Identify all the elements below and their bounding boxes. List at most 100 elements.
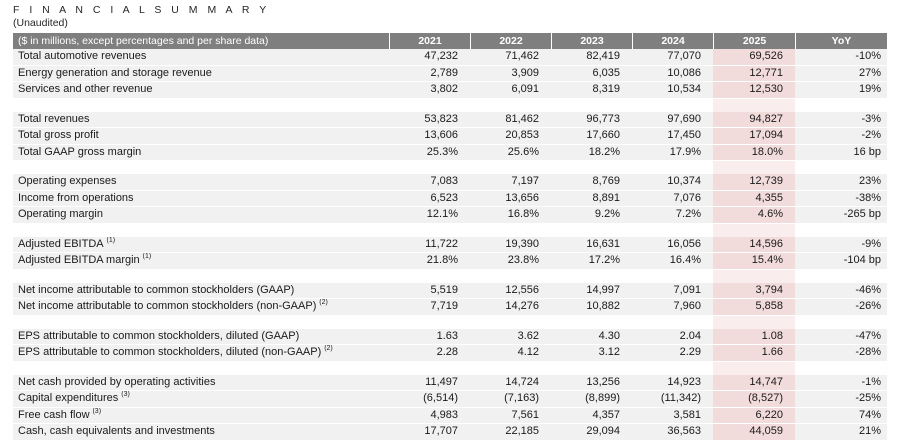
highlight-column-band [713, 98, 795, 112]
cell-2023: 8,319 [592, 83, 620, 95]
cell-2024: 2.04 [679, 329, 701, 342]
cell-2022: 20,853 [505, 129, 539, 141]
table-row: Total gross profit 13,606 20,853 17,660 17,4… [13, 128, 887, 145]
cell-2023: 4.30 [598, 329, 620, 342]
cell-2021: 4,983 [430, 408, 458, 421]
cell-2024: 10,534 [667, 83, 701, 95]
table-row: Capital expenditures (3) (6,514) (7,163) (8… [13, 391, 887, 408]
footnote-marker: (2) [322, 345, 333, 353]
cell-2023: 4,357 [592, 408, 620, 421]
cell-2025: 12,739 [713, 174, 795, 190]
cell-2022: 6,091 [511, 83, 539, 95]
cell-2021: 47,232 [424, 50, 458, 62]
table-row: EPS attributable to common stockholders,… [13, 328, 887, 345]
table-header-row: ($ in millions, except percentages and p… [13, 33, 887, 49]
row-label: Income from operations [18, 191, 134, 204]
table-row: Operating expenses 7,083 7,197 8,769 10,374 1… [13, 174, 887, 191]
section-gap [13, 315, 887, 329]
footnote-marker: (1) [140, 253, 152, 261]
cell-2023: 14,997 [586, 283, 620, 296]
cell-2025: 5,858 [713, 299, 795, 315]
cell-yoy: -265 bp [843, 208, 881, 220]
cell-2021: 6,523 [430, 191, 458, 204]
cell-2023: 29,094 [586, 425, 620, 437]
table-body: Total automotive revenues 47,232 71,462 82,… [13, 49, 887, 440]
cell-2022: 3,909 [511, 66, 539, 79]
table-row: Cash, cash equivalents and investments 17… [13, 424, 887, 440]
cell-2023: 96,773 [586, 112, 620, 125]
cell-2023: 82,419 [586, 50, 620, 62]
cell-yoy: 74% [858, 408, 881, 421]
cell-2021: 11,497 [425, 375, 458, 388]
column-header-2022: 2022 [470, 33, 551, 49]
cell-2023: 8,891 [592, 191, 620, 204]
cell-yoy: -26% [855, 300, 881, 312]
row-label: Operating margin [18, 208, 103, 220]
cell-2022: 3.62 [517, 329, 539, 342]
table-row: Adjusted EBITDA margin (1) 21.8% 23.8% 17.2… [13, 253, 887, 270]
cell-2023: 9.2% [594, 208, 620, 220]
row-label: Free cash flow (3) [18, 407, 102, 421]
cell-yoy: -3% [861, 112, 881, 125]
row-label: Total revenues [18, 112, 90, 125]
cell-2024: 36,563 [667, 425, 701, 437]
cell-2024: 10,086 [667, 66, 701, 79]
cell-2022: 25.6% [507, 145, 539, 158]
page-subtitle: (Unaudited) [13, 17, 68, 29]
table-row: Energy generation and storage revenue 2,7… [13, 65, 887, 82]
cell-2021: (6,514) [423, 392, 458, 404]
table-row: EPS attributable to common stockholders,… [13, 345, 887, 362]
cell-yoy: -104 bp [843, 254, 881, 266]
cell-2025: 69,526 [713, 49, 795, 65]
cell-2024: 10,374 [667, 175, 701, 187]
cell-2022: 71,462 [505, 50, 539, 62]
row-label: Total gross profit [18, 129, 99, 141]
section-gap [13, 269, 887, 283]
column-header-2024: 2024 [632, 33, 713, 49]
cell-2024: 3,581 [673, 408, 701, 421]
cell-2024: 7,091 [673, 283, 701, 296]
cell-2023: 13,256 [586, 375, 620, 388]
cell-yoy: 27% [858, 66, 881, 79]
cell-2023: 3.12 [598, 346, 620, 358]
cell-yoy: -10% [855, 50, 881, 62]
cell-2022: 81,462 [505, 112, 539, 125]
cell-yoy: -2% [861, 129, 881, 141]
financial-summary-table: ($ in millions, except percentages and p… [13, 33, 887, 440]
highlight-column-band [713, 223, 795, 237]
cell-2023: 17.2% [588, 254, 620, 266]
cell-2023: (8,899) [585, 392, 620, 404]
cell-2021: 11,722 [425, 237, 458, 250]
column-header-description: ($ in millions, except percentages and p… [18, 35, 269, 47]
row-label: EPS attributable to common stockholders,… [18, 345, 333, 358]
row-label: Capital expenditures (3) [18, 391, 130, 404]
cell-2021: 12.1% [426, 208, 458, 220]
cell-2021: 3,802 [430, 83, 458, 95]
row-label: EPS attributable to common stockholders,… [18, 329, 300, 342]
row-label: Net income attributable to common stockh… [18, 283, 295, 296]
cell-2022: 22,185 [505, 425, 539, 437]
cell-yoy: -47% [855, 329, 881, 342]
page-title: F I N A N C I A L S U M M A R Y [13, 4, 270, 16]
cell-2021: 17,707 [424, 425, 458, 437]
column-header-2021: 2021 [389, 33, 470, 49]
column-header-2025: 2025 [713, 33, 795, 49]
table-row: Free cash flow (3) 4,983 7,561 4,357 3,581 6,… [13, 407, 887, 424]
cell-2024: 16.4% [669, 254, 701, 266]
cell-2021: 53,823 [424, 112, 458, 125]
cell-2022: 7,197 [511, 175, 539, 187]
cell-2025: 18.0% [713, 144, 795, 160]
cell-2023: 18.2% [588, 145, 620, 158]
cell-2022: (7,163) [504, 392, 539, 404]
cell-yoy: -38% [855, 191, 881, 204]
cell-2024: 77,070 [667, 50, 701, 62]
cell-yoy: -25% [855, 392, 881, 404]
row-label: Adjusted EBITDA margin (1) [18, 253, 152, 266]
section-gap [13, 361, 887, 375]
cell-2025: 12,771 [713, 65, 795, 81]
cell-2024: 2.29 [679, 346, 701, 358]
highlight-column-band [713, 361, 795, 375]
cell-yoy: 23% [858, 175, 881, 187]
cell-2025: 3,794 [713, 282, 795, 298]
